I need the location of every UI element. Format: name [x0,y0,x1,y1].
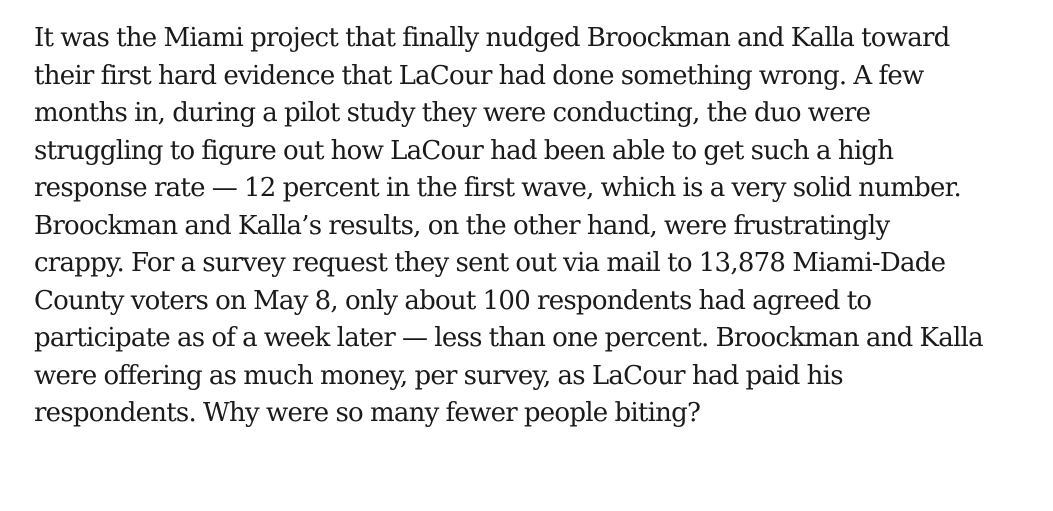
paragraph-line: were offering as much money, per survey,… [34,360,844,391]
paragraph-line: County voters on May 8, only about 100 r… [34,285,872,316]
paragraph-line: It was the Miami project that finally nu… [34,23,950,53]
paragraph-line: response rate — 12 percent in the first … [34,173,962,203]
paragraph-line: Broockman and Kalla’s results, on the ot… [34,210,890,241]
paragraph-line: struggling to figure out how LaCour had … [34,135,894,166]
paragraph-line: their first hard evidence that LaCour ha… [34,60,924,91]
article-paragraph: It was the Miami project that finally nu… [34,20,1044,433]
paragraph-line: crappy. For a survey request they sent o… [34,248,946,278]
paragraph-line: respondents. Why were so many fewer peop… [34,398,701,428]
paragraph-line: participate as of a week later — less th… [34,323,984,353]
paragraph-line: months in, during a pilot study they wer… [34,98,871,128]
